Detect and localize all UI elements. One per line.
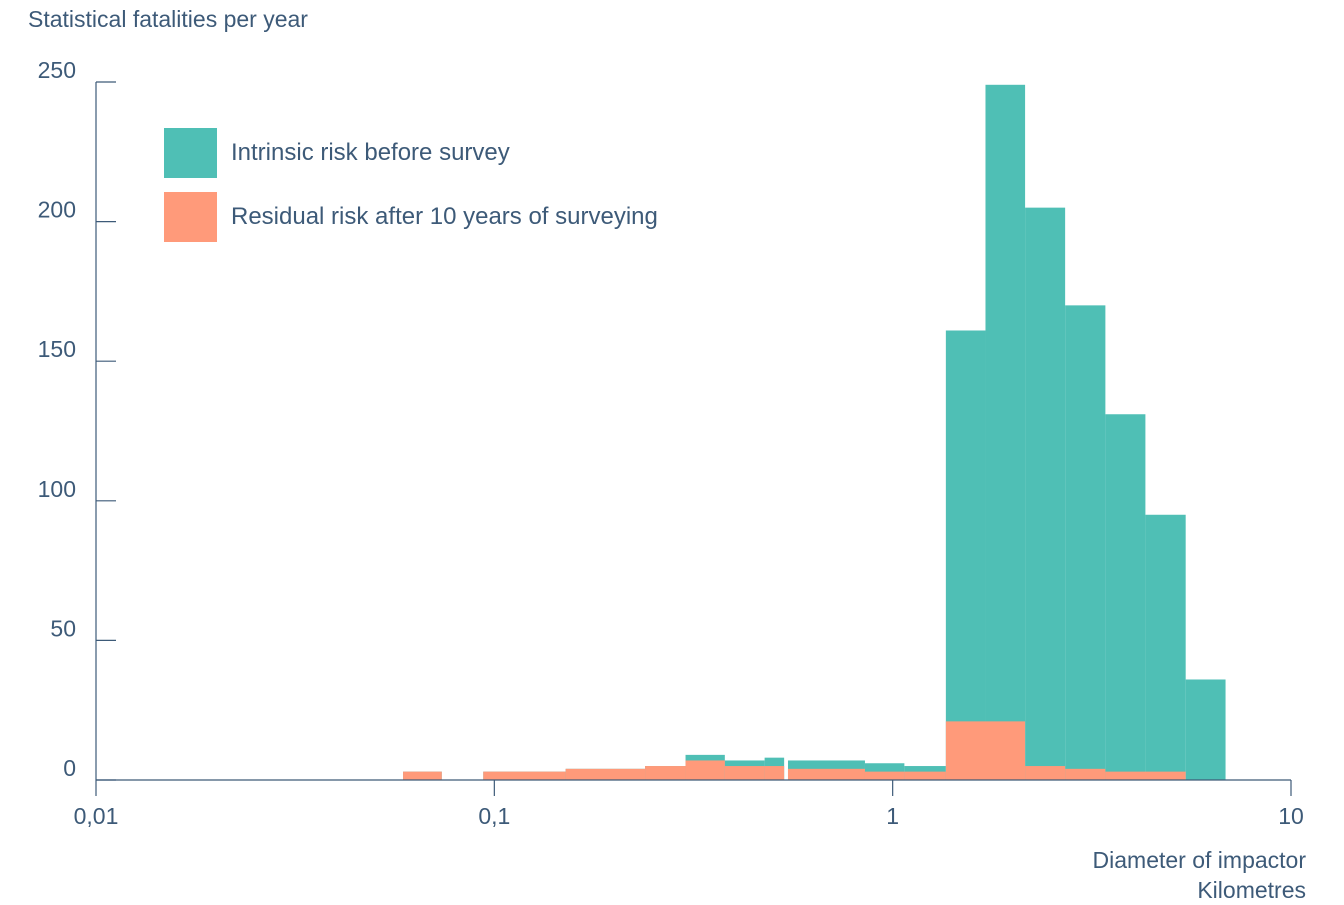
- residual-risk-bar-5: [724, 766, 765, 780]
- legend-swatch-intrinsic: [164, 128, 217, 178]
- residual-risk-bar-4: [685, 760, 725, 780]
- y-tick-label-4: 200: [38, 197, 76, 223]
- legend-label-residual: Residual risk after 10 years of surveyin…: [231, 203, 658, 230]
- residual-risk-bar-2: [565, 768, 646, 780]
- x-tick-label-3: 10: [1278, 803, 1304, 829]
- intrinsic-risk-bar-14: [1105, 414, 1146, 780]
- residual-risk-bar-13: [1105, 771, 1186, 780]
- y-tick-label-5: 250: [38, 57, 76, 83]
- x-tick-label-2: 1: [886, 803, 899, 829]
- legend: Intrinsic risk before survey Residual ri…: [164, 128, 658, 256]
- x-axis-label-line1: Diameter of impactor: [1092, 847, 1306, 873]
- x-axis-label: Diameter of impactor Kilometres: [1093, 845, 1306, 905]
- residual-risk-bar-9: [904, 771, 946, 780]
- residual-risk-bar-11: [1025, 766, 1066, 780]
- intrinsic-risk-bar-16: [1185, 679, 1226, 780]
- x-tick-label-0: 0,01: [74, 803, 119, 829]
- intrinsic-risk-bar-11: [985, 84, 1026, 781]
- intrinsic-risk-bar-13: [1065, 305, 1106, 780]
- residual-risk-bar-0: [403, 771, 442, 780]
- x-ticks: 0,01 0,1 1 10: [74, 780, 1304, 829]
- y-tick-label-0: 0: [63, 755, 76, 781]
- legend-label-intrinsic: Intrinsic risk before survey: [231, 139, 510, 166]
- legend-item-intrinsic: Intrinsic risk before survey: [164, 128, 658, 178]
- y-axis-label: Statistical fatalities per year: [28, 6, 308, 32]
- y-tick-label-1: 50: [50, 615, 76, 641]
- legend-swatch-residual: [164, 192, 217, 242]
- x-tick-label-1: 0,1: [478, 803, 510, 829]
- intrinsic-risk-bar-12: [1025, 207, 1066, 780]
- residual-risk-bar-8: [864, 771, 905, 780]
- intrinsic-risk-bar-10: [945, 330, 986, 780]
- axes: [95, 82, 1291, 781]
- y-tick-label-3: 150: [38, 336, 76, 362]
- residual-risk-bar-10: [945, 721, 1026, 780]
- residual-risk-bar-6: [764, 766, 785, 780]
- residual-risk-bar-7: [787, 768, 865, 780]
- residual-risk-bar-3: [645, 766, 686, 780]
- x-axis-label-line2: Kilometres: [1197, 877, 1306, 903]
- residual-risk-bar-12: [1065, 768, 1106, 780]
- y-ticks: 0 50 100 150 200 250: [38, 57, 116, 781]
- intrinsic-risk-bar-15: [1145, 514, 1186, 780]
- legend-item-residual: Residual risk after 10 years of surveyin…: [164, 192, 658, 242]
- residual-risk-bar-1: [483, 771, 566, 780]
- y-tick-label-2: 100: [38, 476, 76, 502]
- residual-risk-bars: [403, 721, 1186, 780]
